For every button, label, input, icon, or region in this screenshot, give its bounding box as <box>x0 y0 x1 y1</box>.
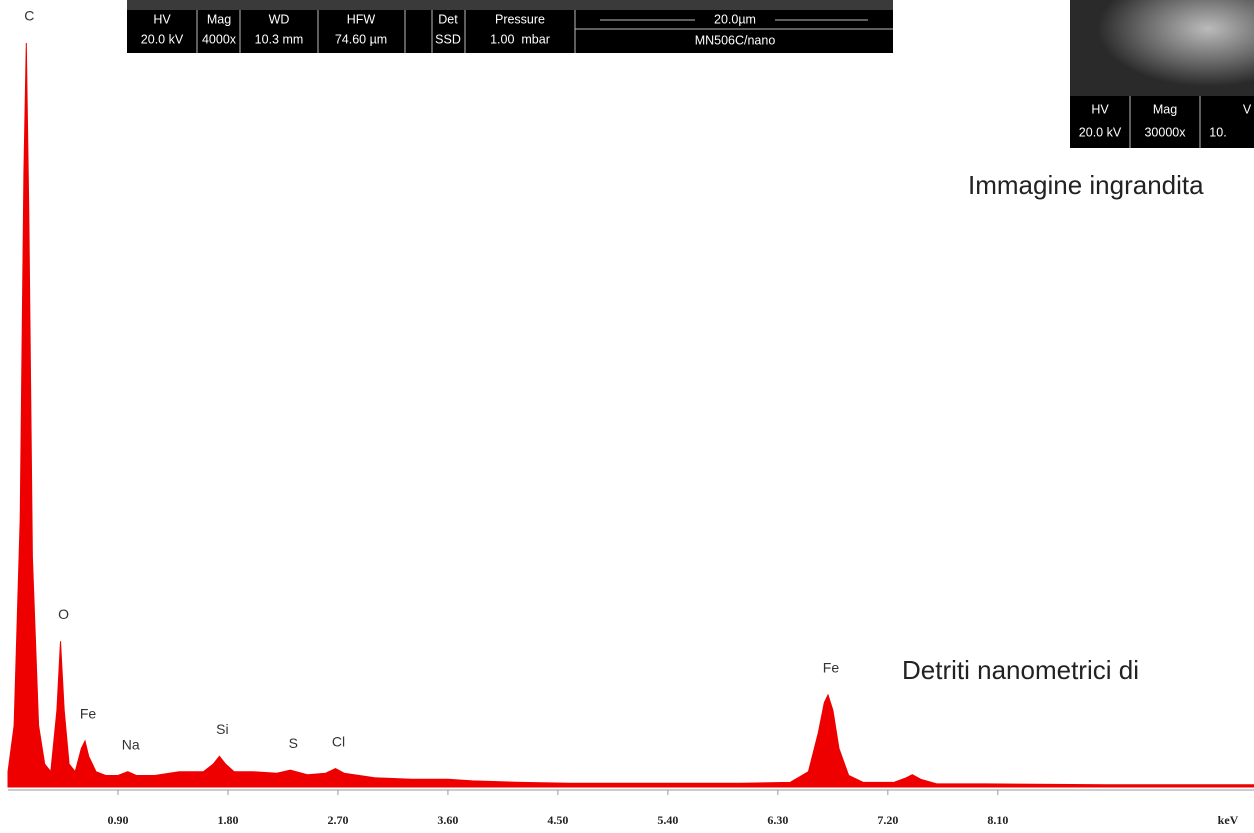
scale-bar-label: 20.0µm <box>714 12 756 26</box>
inset-value: SSD <box>435 32 461 46</box>
x-tick-label: 3.60 <box>437 813 458 827</box>
peak-label: C <box>24 8 34 24</box>
inset-value: 74.60 µm <box>335 32 387 46</box>
peak-label: Si <box>216 721 228 737</box>
inset-header: Det <box>438 12 458 26</box>
x-tick-label: 8.10 <box>987 813 1008 827</box>
peak-label: Fe <box>823 660 840 676</box>
peak-label: O <box>58 606 69 622</box>
peak-label: Fe <box>80 706 97 722</box>
x-tick-label: 5.40 <box>657 813 678 827</box>
x-axis-label: keV <box>1218 813 1239 827</box>
info-bar <box>1070 96 1254 148</box>
inset-header: Mag <box>207 12 231 26</box>
inset-header: Pressure <box>495 12 545 26</box>
x-tick-label: 7.20 <box>877 813 898 827</box>
inset-value: 20.0 kV <box>1079 125 1122 139</box>
sample-name: MN506C/nano <box>695 33 776 47</box>
sem-inset-right: HV Mag V 20.0 kV 30000x 10. <box>1070 0 1254 148</box>
inset-header: Mag <box>1153 102 1177 116</box>
inset-value: 4000x <box>202 32 237 46</box>
inset-value: 10.3 mm <box>255 32 304 46</box>
peak-label: Cl <box>332 733 345 749</box>
sem-image <box>127 0 893 10</box>
inset-value: 30000x <box>1144 125 1186 139</box>
inset-value: 20.0 kV <box>141 32 184 46</box>
sem-inset-left: HV Mag WD HFW Det Pressure 20.0 kV 4000x… <box>127 0 893 53</box>
spectrum-area <box>7 42 1254 788</box>
inset-header: HV <box>1091 102 1109 116</box>
peak-label: Na <box>122 736 140 752</box>
x-tick-label: 1.80 <box>217 813 238 827</box>
peak-label: S <box>289 735 298 751</box>
sem-image <box>1070 0 1254 96</box>
inset-value: 1.00 mbar <box>490 32 550 46</box>
info-bar <box>127 10 893 53</box>
x-tick-label: 0.90 <box>107 813 128 827</box>
x-tick-label: 6.30 <box>767 813 788 827</box>
caption: Detriti nanometrici di <box>902 655 1139 685</box>
inset-header: HFW <box>347 12 376 26</box>
inset-header: V <box>1243 102 1252 116</box>
caption: Immagine ingrandita <box>968 170 1204 200</box>
inset-header: HV <box>153 12 171 26</box>
inset-header: WD <box>269 12 290 26</box>
x-tick-label: 4.50 <box>547 813 568 827</box>
x-tick-label: 2.70 <box>327 813 348 827</box>
inset-value: 10. <box>1209 125 1226 139</box>
